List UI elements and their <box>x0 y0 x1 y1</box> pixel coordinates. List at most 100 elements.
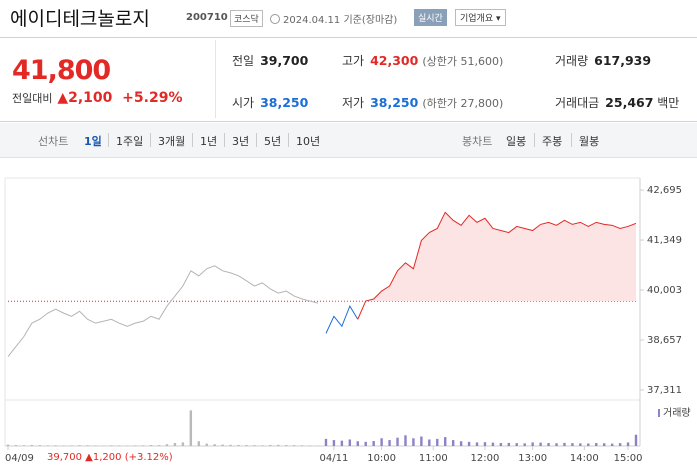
tab[interactable]: 1주일 <box>116 135 144 148</box>
volume-bar <box>269 444 272 446</box>
stat-value: 38,250 <box>370 95 419 110</box>
tab[interactable]: 3년 <box>232 135 250 148</box>
volume-bar <box>579 443 582 446</box>
separator <box>108 133 109 147</box>
separator <box>256 133 257 147</box>
volume-bar <box>626 442 630 446</box>
volume-bar <box>149 445 153 446</box>
volume-bar <box>197 441 200 446</box>
company-info-button[interactable]: 기업개요 ▾ <box>455 9 506 26</box>
tab[interactable]: 주봉 <box>542 135 563 148</box>
volume-bar <box>332 440 336 446</box>
separator <box>192 133 193 147</box>
separator <box>224 133 225 147</box>
volume-bar <box>213 444 216 446</box>
volume-bar <box>515 443 518 446</box>
stat-label: 거래량 <box>555 54 589 68</box>
stat: 시가 38,250 <box>232 94 308 111</box>
volume-bar <box>181 442 185 446</box>
separator <box>534 133 535 147</box>
tab[interactable]: 5년 <box>264 135 282 148</box>
footer-change: 1,200 <box>93 452 122 463</box>
stat-unit: 백만 <box>657 96 680 110</box>
change-label: 전일대비 <box>12 92 53 105</box>
volume-bar <box>603 443 606 446</box>
x-tick-label: 04/11 <box>320 453 349 464</box>
volume-bar <box>595 443 598 446</box>
stat: 거래량 617,939 <box>555 52 651 69</box>
volume-bar <box>229 444 232 446</box>
tab[interactable]: 3개월 <box>158 135 186 148</box>
volume-bar <box>30 444 34 446</box>
tab[interactable]: 일봉 <box>506 135 527 148</box>
company-info-label: 기업개요 <box>460 14 494 24</box>
volume-bar <box>388 440 391 446</box>
volume-bar <box>324 438 328 446</box>
x-tick-label: 04/09 <box>5 453 34 464</box>
volume-bar <box>78 445 81 446</box>
volume-bar <box>412 438 415 446</box>
change: 2,100 <box>68 90 113 106</box>
footer-value: 39,700 <box>47 452 82 463</box>
tab[interactable]: 1년 <box>200 135 218 148</box>
volume-bar <box>173 443 177 446</box>
volume-bar <box>507 442 511 446</box>
separator <box>150 133 151 147</box>
realtime-button[interactable]: 실시간 <box>414 9 447 26</box>
x-tick-label: 11:00 <box>419 453 448 464</box>
volume-bar <box>523 443 526 446</box>
volume-bar <box>141 445 145 446</box>
stat-value: 38,250 <box>260 95 309 110</box>
stat-label: 저가 <box>342 96 365 110</box>
separator <box>288 133 289 147</box>
stat-value: 42,300 <box>370 53 419 68</box>
volume-bar <box>618 443 622 446</box>
volume-bar <box>436 438 439 446</box>
volume-bar <box>356 441 359 446</box>
volume-bar <box>571 443 574 446</box>
y-tick-label: 38,657 <box>647 335 682 346</box>
volume-bar <box>444 437 447 446</box>
x-tick-label: 14:00 <box>570 453 599 464</box>
y-tick-label: 40,003 <box>647 285 682 296</box>
volume-bar <box>46 445 49 446</box>
separator <box>571 133 572 147</box>
volume-bar <box>428 439 431 446</box>
tab[interactable]: 1일 <box>84 135 102 148</box>
stat: 전일 39,700 <box>232 52 308 69</box>
volume-bar <box>157 445 161 446</box>
volume-bar <box>86 445 89 446</box>
stat-label: 전일 <box>232 54 255 68</box>
y-tick-label: 41,349 <box>647 235 682 246</box>
stock-name: 에이디테크놀로지 <box>10 8 150 30</box>
volume-bar <box>539 442 542 446</box>
area <box>365 212 636 302</box>
volume-bar <box>610 443 614 446</box>
stat-label: 고가 <box>342 54 365 68</box>
stock-code: 200710 <box>186 12 228 23</box>
volume-bar <box>118 445 121 446</box>
volume-bar <box>189 410 193 446</box>
volume-bar <box>221 444 224 446</box>
volume-bar <box>451 440 455 446</box>
volume-bar <box>277 444 280 446</box>
price-panel <box>0 37 697 122</box>
volume-bar <box>253 445 256 446</box>
tab[interactable]: 월봉 <box>579 135 600 148</box>
volume-bar <box>237 444 240 446</box>
volume-bar <box>491 442 495 446</box>
tab[interactable]: 10년 <box>296 135 321 148</box>
volume-bar <box>300 445 304 446</box>
volume-bar <box>547 443 550 446</box>
basis: 기준(장마감) <box>343 15 398 26</box>
rate: +5.29% <box>122 90 183 106</box>
stat-label: 거래대금 <box>555 96 600 110</box>
x-tick-label: 15:00 <box>614 453 643 464</box>
volume-bar <box>372 441 375 446</box>
change-row: 전일대비 ▲2,100 +5.29% <box>12 90 183 106</box>
x-tick-label: 10:00 <box>367 453 396 464</box>
volume-bar <box>467 441 471 446</box>
volume-bar <box>404 435 407 446</box>
